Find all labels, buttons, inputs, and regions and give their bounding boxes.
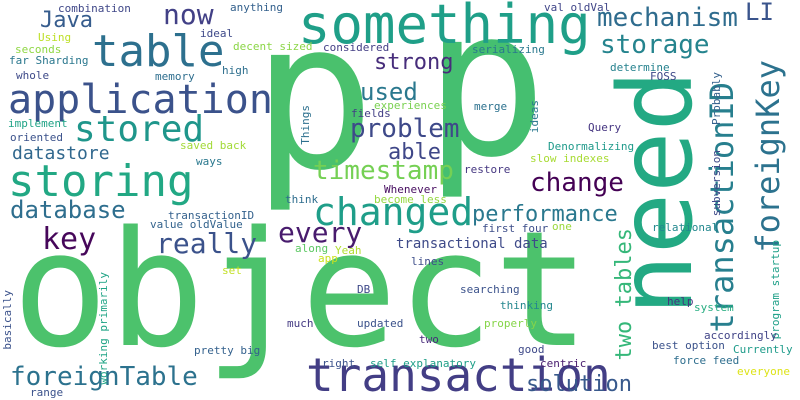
word-lines: lines bbox=[411, 255, 445, 268]
word-pretty-big: pretty big bbox=[194, 344, 261, 357]
word-one: one bbox=[552, 220, 572, 233]
word-p-1: p bbox=[252, 0, 376, 216]
word-fields: fields bbox=[351, 107, 391, 120]
word-transactionID-small: transactionID bbox=[168, 209, 255, 222]
word-seconds: seconds bbox=[15, 43, 62, 56]
word-self-explanatory: self explanatory bbox=[370, 357, 476, 370]
word-anything: anything bbox=[230, 1, 283, 14]
word-yeah: Yeah bbox=[335, 244, 362, 257]
word-considered: considered bbox=[323, 41, 390, 54]
word-accordingly: accordingly bbox=[704, 329, 777, 342]
word-query: Query bbox=[588, 121, 622, 134]
word-high: high bbox=[222, 64, 249, 77]
word-datastore: datastore bbox=[12, 143, 110, 164]
word-best-option: best option bbox=[652, 339, 725, 352]
word-stored: stored bbox=[74, 109, 205, 150]
word-things: Things bbox=[299, 105, 312, 145]
word-denormalizing: Denormalizing bbox=[548, 140, 635, 153]
word-mechanism: mechanism bbox=[597, 3, 738, 33]
word-experiences: experiences bbox=[374, 99, 447, 112]
word-val-oldVal: val oldVal bbox=[544, 1, 611, 14]
word-restore: restore bbox=[464, 163, 511, 176]
word-centric: centric bbox=[540, 357, 587, 370]
word-good: good bbox=[518, 343, 545, 356]
word-FOSS: FOSS bbox=[650, 70, 677, 83]
word-timestamp: timestamp bbox=[313, 156, 454, 186]
word-searching: searching bbox=[460, 283, 520, 296]
word-ideas: ideas bbox=[528, 100, 541, 134]
word-along: along bbox=[295, 242, 329, 255]
word-much: much bbox=[287, 317, 314, 330]
word-used: used bbox=[360, 78, 418, 106]
word-relational: relational bbox=[652, 221, 719, 234]
word-able: able bbox=[388, 140, 441, 165]
word-ideal: ideal bbox=[200, 27, 234, 40]
word-ways: ways bbox=[196, 155, 223, 168]
word-thinking: thinking bbox=[500, 299, 553, 312]
word-right: right bbox=[322, 357, 356, 370]
word-using: Using bbox=[38, 31, 72, 44]
word-program-startup: program startup bbox=[769, 240, 782, 340]
word-DB: DB bbox=[357, 283, 371, 296]
word-updated: updated bbox=[357, 317, 404, 330]
word-change: change bbox=[530, 168, 624, 198]
word-help: help bbox=[667, 295, 694, 308]
word-application: application bbox=[8, 77, 273, 123]
word-database: database bbox=[10, 196, 126, 224]
word-app: app bbox=[318, 252, 338, 265]
word-first-four: first four bbox=[482, 222, 549, 235]
word-implement: implement bbox=[8, 117, 68, 130]
word-really: really bbox=[156, 227, 258, 260]
word-currently: Currently bbox=[733, 343, 793, 356]
word-foreignTable: foreignTable bbox=[10, 362, 198, 392]
word-now: now bbox=[163, 0, 214, 31]
word-every: every bbox=[278, 216, 363, 249]
word-far-sharding: far Sharding bbox=[9, 54, 89, 67]
word-decent-sized: decent sized bbox=[233, 40, 313, 53]
word-subversion: subversion bbox=[710, 150, 723, 217]
word-working-primarily: working primarily bbox=[97, 272, 110, 385]
word-become-less: become less bbox=[374, 193, 447, 206]
word-memory: memory bbox=[155, 70, 195, 83]
word-something: something bbox=[298, 0, 591, 56]
word-combination: combination bbox=[58, 2, 131, 15]
word-range: range bbox=[30, 386, 64, 399]
word-performance: performance bbox=[472, 202, 618, 227]
word-merge: merge bbox=[474, 100, 508, 113]
word-determine: determine bbox=[610, 61, 670, 74]
word-force-feed: force feed bbox=[673, 354, 740, 367]
word-table: table bbox=[92, 26, 225, 77]
word-set: set bbox=[222, 264, 242, 277]
word-java: Java bbox=[40, 8, 93, 33]
word-transactional-data: transactional data bbox=[396, 236, 548, 252]
word-value-oldValue: value oldValue bbox=[150, 218, 243, 231]
word-properly: properly bbox=[484, 317, 537, 330]
word-basically: basically bbox=[1, 290, 14, 350]
word-problem: problem bbox=[350, 114, 460, 144]
word-solution: solution bbox=[526, 372, 632, 397]
word-serializing: serializing bbox=[472, 43, 545, 56]
word-object: object bbox=[12, 196, 590, 383]
word-LI: LI bbox=[745, 0, 774, 26]
word-strong: strong bbox=[374, 50, 454, 75]
word-everyone: everyone bbox=[737, 365, 790, 378]
word-foreignKey: foreignKey bbox=[749, 60, 787, 253]
word-storage: storage bbox=[600, 30, 710, 60]
word-two-tables: two tables bbox=[612, 228, 637, 361]
word-transaction: transaction bbox=[306, 348, 611, 400]
word-storing: storing bbox=[8, 156, 194, 207]
word-key: key bbox=[42, 222, 97, 257]
word-whole: whole bbox=[16, 69, 50, 82]
word-p-2: p bbox=[424, 0, 548, 203]
word-two: two bbox=[419, 333, 439, 346]
word-saved-back: saved back bbox=[180, 139, 247, 152]
word-think: think bbox=[285, 193, 319, 206]
word-system: system bbox=[694, 301, 734, 314]
word-changed: changed bbox=[313, 190, 474, 234]
word-probably: Probably bbox=[710, 72, 723, 125]
word-oriented: oriented bbox=[10, 131, 63, 144]
word-whenever: Whenever bbox=[384, 183, 437, 196]
word-slow-indexes: slow indexes bbox=[530, 152, 610, 165]
